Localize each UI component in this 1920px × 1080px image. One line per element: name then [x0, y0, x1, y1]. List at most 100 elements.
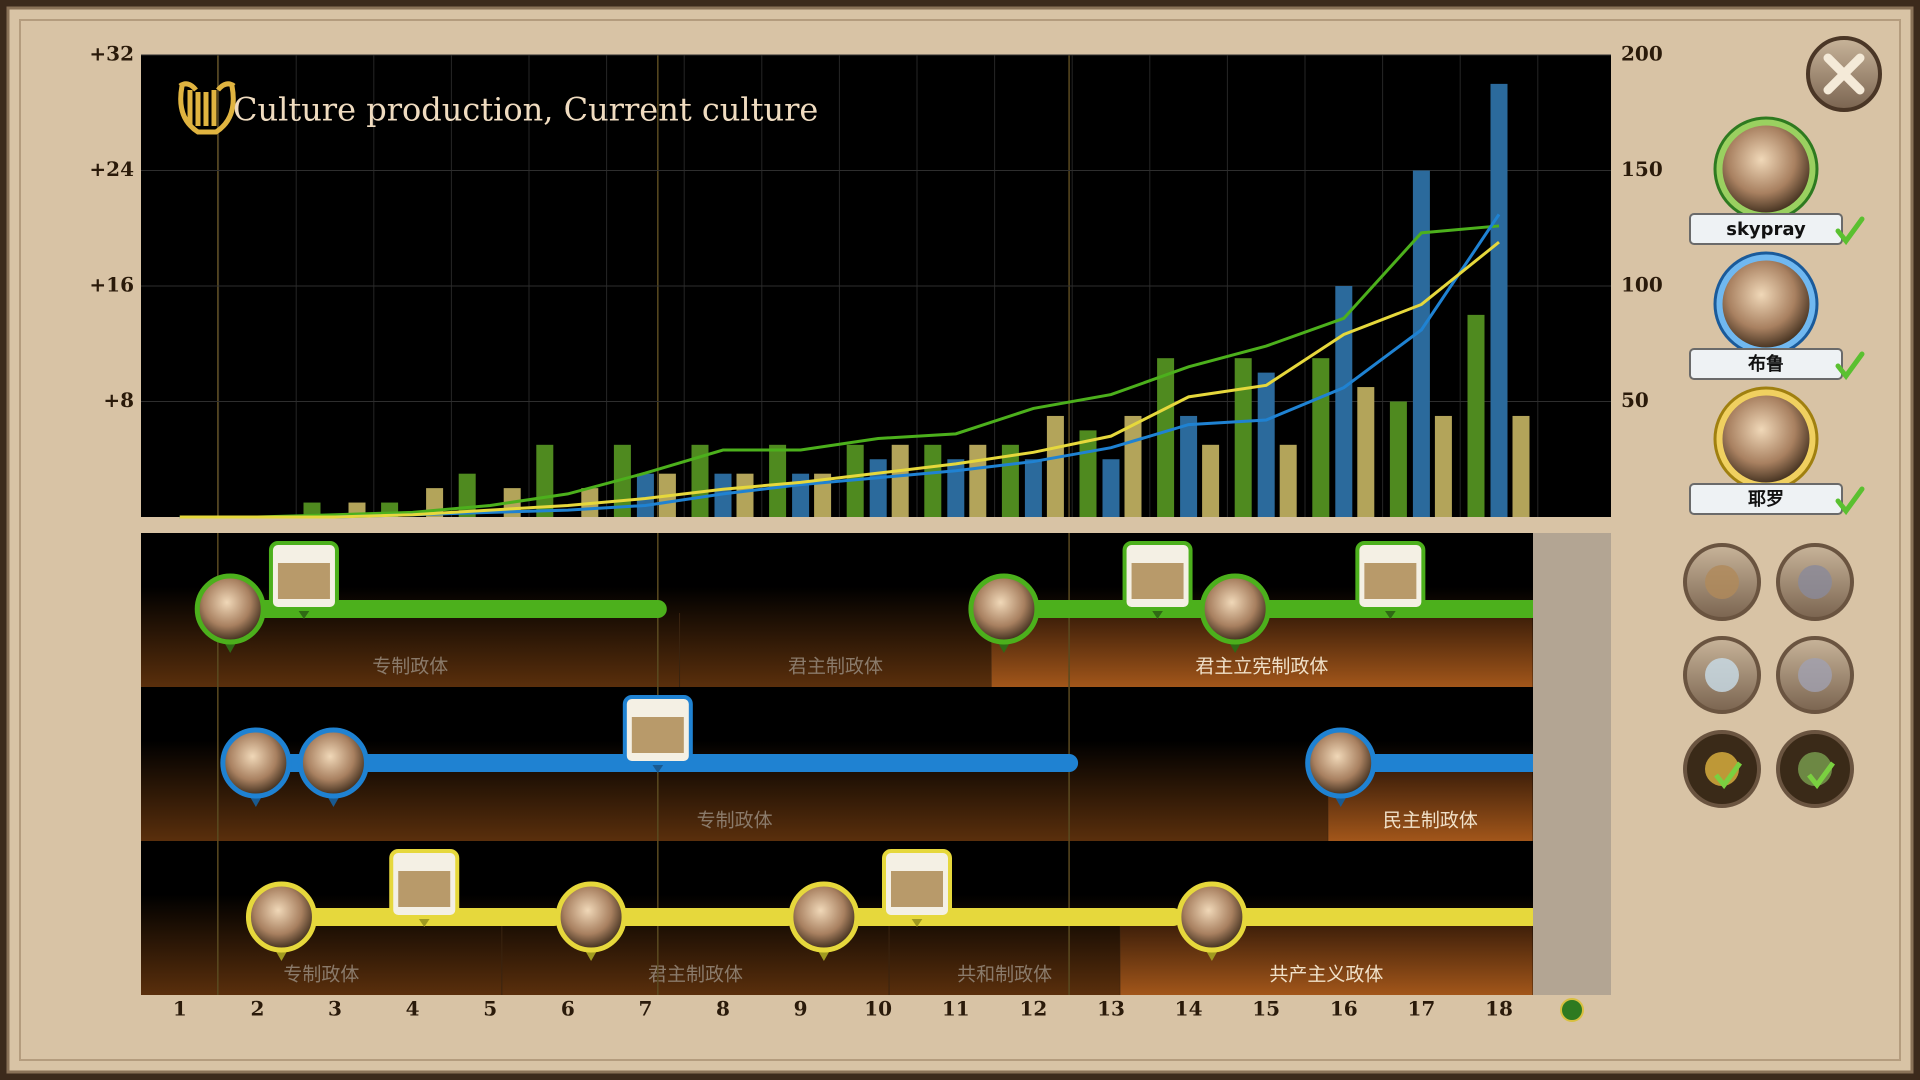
production-bar — [1335, 286, 1353, 517]
ready-check — [1835, 216, 1865, 246]
production-bar — [1046, 415, 1064, 517]
production-bar — [1357, 387, 1375, 517]
production-bar — [1180, 415, 1198, 517]
production-bar — [1102, 459, 1120, 517]
production-bar — [1234, 358, 1252, 517]
end-marker — [1560, 998, 1584, 1022]
x-tick-label: 9 — [794, 997, 808, 1021]
leader-portrait — [245, 881, 317, 953]
leader-portrait — [220, 727, 292, 799]
wonder-image — [631, 717, 684, 753]
leader-portrait — [1305, 727, 1377, 799]
x-tick-label: 12 — [1019, 997, 1047, 1021]
x-tick-label: 10 — [864, 997, 892, 1021]
production-bar — [1389, 401, 1407, 517]
close-icon[interactable] — [1823, 53, 1865, 95]
production-bar — [891, 444, 909, 517]
x-tick-label: 4 — [406, 997, 420, 1021]
government-label: 专制政体 — [372, 656, 448, 678]
player-avatar[interactable] — [1715, 118, 1817, 220]
x-tick-label: 15 — [1252, 997, 1280, 1021]
x-tick-label: 7 — [638, 997, 652, 1021]
production-bar — [1412, 170, 1430, 517]
y-tick-label: +16 — [89, 273, 134, 297]
government-label: 君主制政体 — [648, 964, 743, 986]
production-bar — [1024, 459, 1042, 517]
leader-portrait — [1199, 573, 1271, 645]
culture-line — [179, 240, 1500, 519]
government-label: 专制政体 — [697, 810, 773, 832]
x-tick-label: 11 — [942, 997, 970, 1021]
production-bar — [1467, 314, 1485, 517]
production-bar — [1434, 415, 1452, 517]
production-bar — [969, 444, 987, 517]
production-bar — [1490, 83, 1508, 517]
x-tick-label: 5 — [483, 997, 497, 1021]
production-bar — [1512, 415, 1530, 517]
production-bar — [869, 459, 887, 517]
y2-tick-label: 100 — [1621, 273, 1663, 297]
production-bar — [947, 459, 965, 517]
government-label: 民主制政体 — [1383, 810, 1478, 832]
x-tick-label: 1 — [173, 997, 187, 1021]
production-bar — [1257, 372, 1275, 517]
government-label: 共产主义政体 — [1269, 964, 1383, 986]
production-bar — [303, 502, 321, 517]
x-tick-label: 13 — [1097, 997, 1125, 1021]
x-tick-label: 6 — [561, 997, 575, 1021]
production-bar — [736, 473, 754, 517]
player-avatar[interactable] — [1715, 388, 1817, 490]
wonder-image — [398, 871, 451, 907]
y2-tick-label: 50 — [1621, 388, 1649, 412]
x-tick-label: 17 — [1407, 997, 1435, 1021]
filter-check — [1807, 761, 1836, 790]
chart: 专制政体 君主制政体 君主立宪制政体专制政体 民主制政体专制政体 君主制政体 共和制政体共… — [89, 42, 1663, 1022]
government-label: 专制政体 — [283, 964, 359, 986]
culture-line — [179, 224, 1500, 519]
leader-portrait — [194, 573, 266, 645]
government-label: 共和制政体 — [957, 964, 1052, 986]
production-bar — [1202, 444, 1220, 517]
name-plate — [1689, 348, 1843, 380]
x-tick-label: 14 — [1175, 997, 1203, 1021]
ready-check — [1835, 486, 1865, 516]
production-bar — [1124, 415, 1142, 517]
wonder-image — [1131, 563, 1184, 599]
production-bar — [769, 444, 787, 517]
government-label: 君主制政体 — [788, 656, 883, 678]
production-bar — [1312, 358, 1330, 517]
leader-portrait — [297, 727, 369, 799]
ready-check — [1835, 351, 1865, 381]
y-tick-label: +8 — [103, 388, 134, 412]
filter-check — [1714, 761, 1743, 790]
government-label: 君主立宪制政体 — [1195, 656, 1328, 678]
x-tick-label: 8 — [716, 997, 730, 1021]
name-plate — [1689, 483, 1843, 515]
player-name: 耶罗 — [1748, 489, 1784, 510]
leader-portrait — [555, 881, 627, 953]
production-bar — [924, 444, 942, 517]
wonder-image — [1364, 563, 1417, 599]
wonder-image — [277, 563, 330, 599]
x-tick-label: 3 — [328, 997, 342, 1021]
player-name: skypray — [1726, 219, 1806, 240]
player-avatar[interactable] — [1715, 253, 1817, 355]
filter-icon — [1798, 565, 1832, 599]
leader-portrait — [1176, 881, 1248, 953]
x-tick-label: 18 — [1485, 997, 1513, 1021]
player-name: 布鲁 — [1748, 353, 1784, 375]
leader-portrait — [788, 881, 860, 953]
production-bar — [1279, 444, 1297, 517]
name-plate — [1689, 213, 1843, 245]
y-tick-label: +32 — [89, 42, 134, 66]
y2-tick-label: 200 — [1621, 42, 1663, 66]
close-button[interactable] — [1806, 36, 1882, 112]
x-tick-label: 16 — [1330, 997, 1358, 1021]
leader-portrait — [968, 573, 1040, 645]
chart-title: Culture production, Current culture — [233, 91, 818, 129]
lyre-icon — [178, 81, 236, 135]
filter-icon — [1705, 565, 1739, 599]
production-bar — [636, 473, 654, 517]
